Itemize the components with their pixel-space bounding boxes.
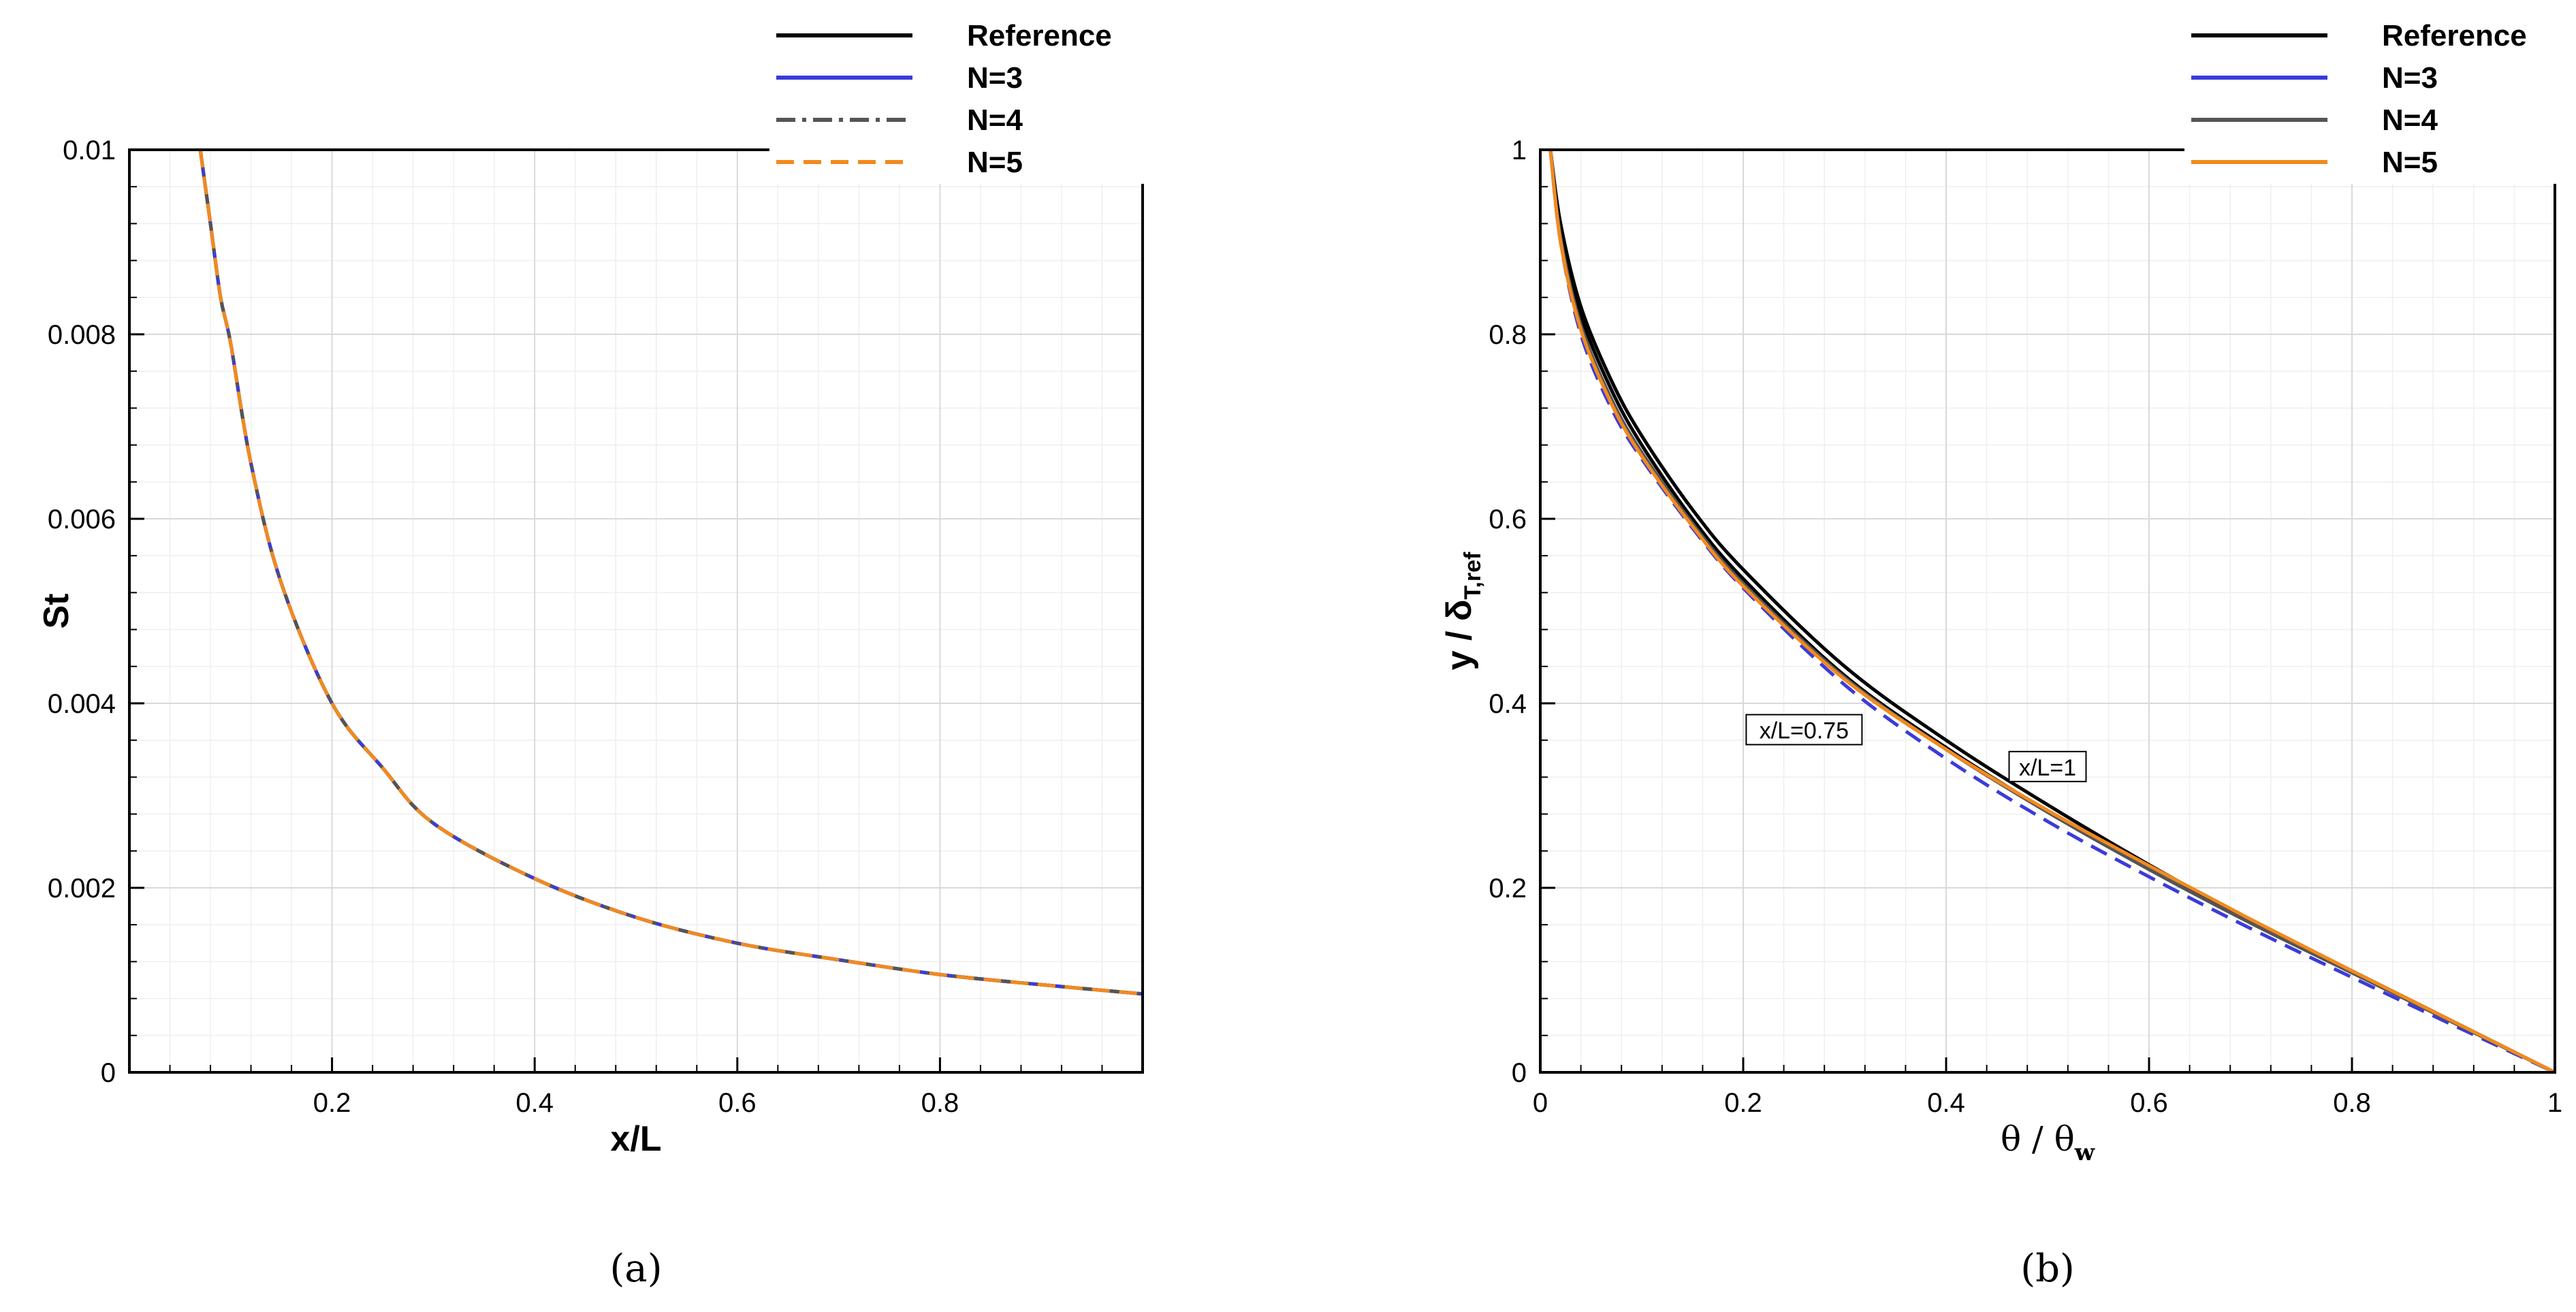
x-tick-label: 0.4 <box>515 1088 554 1118</box>
series-line-reference <box>198 150 1143 996</box>
annotation-label: x/L=1 <box>2019 755 2076 781</box>
y-tick-label: 0 <box>101 1058 116 1088</box>
y-axis-label: St <box>37 594 76 629</box>
series-line-n-3 <box>1548 150 2555 1072</box>
y-tick-label: 0.008 <box>48 320 116 350</box>
legend-label: N=4 <box>2382 103 2438 137</box>
y-tick-label: 0.004 <box>48 689 116 719</box>
x-axis-label: θ / θw <box>2001 1119 2095 1166</box>
y-tick-label: 0.006 <box>48 505 116 534</box>
plot-frame <box>128 148 1144 1074</box>
annotation-box <box>1745 714 1863 746</box>
y-tick-label: 0.2 <box>1489 874 1527 903</box>
panel-a: 0.2 0.4 0.6 0.8 0 0.002 0.004 0.006 0.008 0.01 x/L… <box>37 16 1151 1291</box>
y-axis-label: y / δT,ref <box>1440 551 1486 670</box>
legend-label: Reference <box>967 19 1112 52</box>
y-tick-label: 0.002 <box>48 874 116 903</box>
legend-label: N=3 <box>967 61 1023 95</box>
y-tick-label: 0.4 <box>1489 689 1527 719</box>
y-tick-label: 0 <box>1512 1058 1527 1088</box>
plot-frame <box>1539 148 2556 1074</box>
series-group <box>198 150 1143 996</box>
y-tick-label: 0.6 <box>1489 505 1527 534</box>
y-tick-label: 0.01 <box>63 135 116 165</box>
x-tick-label: 0.6 <box>2130 1088 2168 1118</box>
legend-label: N=4 <box>967 103 1023 137</box>
legend-label: N=5 <box>2382 146 2438 179</box>
x-tick-label: 0 <box>1533 1088 1548 1118</box>
x-tick-label: 0.8 <box>2333 1088 2371 1118</box>
x-tick-label: 0.6 <box>718 1088 757 1118</box>
x-tick-label: 0.2 <box>1724 1088 1762 1118</box>
legend-bg <box>769 101 1151 142</box>
x-tick-label: 0.8 <box>921 1088 959 1118</box>
x-tick-label: 0.2 <box>313 1088 351 1118</box>
legend-label: Reference <box>2382 19 2527 52</box>
series-line-n-5 <box>1548 150 2555 1072</box>
y-tick-label: 0.8 <box>1489 320 1527 350</box>
x-axis-label: x/L <box>610 1119 661 1159</box>
series-line-reference <box>1548 150 2555 1072</box>
series-line-n-5 <box>198 150 1143 996</box>
annotation-label: x/L=0.75 <box>1760 718 1849 744</box>
series-line-n-4 <box>198 150 1143 996</box>
series-line-n-3 <box>198 150 1143 996</box>
legend-label: N=5 <box>967 146 1023 179</box>
annotation-box <box>2008 750 2087 782</box>
panel-label: (a) <box>609 1247 662 1291</box>
x-tick-label: 0.4 <box>1927 1088 1965 1118</box>
series-group <box>1548 150 2555 1072</box>
panel-b: 0 0.2 0.4 0.6 0.8 1 0 0.2 0.4 0.6 0.8 1 θ / θw y / δT… <box>1440 16 2566 1291</box>
legend-label: N=3 <box>2382 61 2438 95</box>
y-tick-label: 1 <box>1512 135 1527 165</box>
series-line-reference <box>1548 150 2555 1072</box>
panel-label: (b) <box>2020 1247 2075 1291</box>
legend-bg <box>769 143 1151 184</box>
series-line-n-4 <box>1548 150 2555 1072</box>
x-tick-label: 1 <box>2547 1088 2562 1118</box>
